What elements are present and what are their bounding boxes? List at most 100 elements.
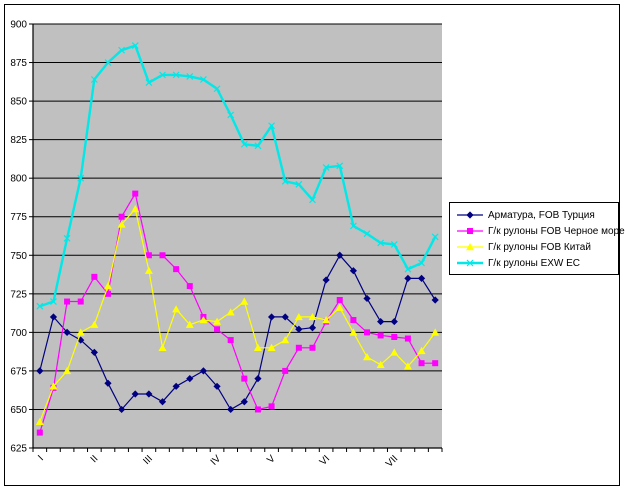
data-point-marker [90,320,99,328]
y-axis-label: 725 [10,289,27,300]
data-point-marker [254,142,262,150]
data-point-marker [77,336,85,344]
data-point-marker [363,294,371,303]
data-point-marker [240,297,249,305]
x-axis-label: VI [318,453,332,467]
data-point-marker [418,259,425,267]
data-point-marker [404,274,412,282]
data-point-marker [281,177,289,185]
data-point-marker [199,76,207,83]
data-point-marker [159,71,166,79]
x-axis-label: VII [384,453,400,469]
data-point-marker [417,274,426,282]
data-point-marker [403,362,412,370]
data-point-marker [103,282,112,290]
data-point-marker [240,140,248,148]
data-point-marker [295,180,303,188]
data-point-marker [466,243,474,251]
data-point-marker [49,382,58,390]
gridlines [33,23,442,410]
data-point-marker [77,174,85,182]
data-point-marker [267,343,276,351]
data-point-marker [241,375,248,382]
series-0-line [36,251,439,414]
data-point-marker [172,71,180,79]
legend-marker-triangle-icon [457,243,483,251]
data-point-marker [335,303,344,311]
data-point-marker [281,313,289,321]
x-axis-label: II [89,453,101,465]
x-axis-label: I [36,453,46,463]
data-point-marker [308,312,317,321]
data-point-marker [282,367,289,374]
data-point-marker [227,111,235,119]
y-axis-label: 750 [10,251,27,262]
data-point-marker [377,332,384,339]
data-point-marker [240,398,248,406]
data-point-marker [186,283,193,290]
data-point-marker [76,328,85,336]
data-point-marker [226,308,235,316]
data-point-marker [145,390,153,398]
x-axis-label: III [141,453,155,467]
legend-marker-diamond-icon [457,211,483,219]
data-point-marker [467,228,473,234]
data-point-marker [199,316,208,324]
data-point-marker [90,76,98,83]
data-point-marker [145,252,152,259]
data-point-marker [118,46,126,54]
data-point-marker [431,233,439,241]
x-axis-label: IV [209,453,224,468]
data-point-marker [77,298,84,305]
data-point-marker [159,252,166,259]
data-point-marker [131,42,139,50]
data-point-marker [309,344,316,351]
data-point-marker [185,320,194,328]
data-point-marker [295,325,303,333]
y-axis-label: 625 [10,444,27,455]
data-point-marker [322,276,330,284]
data-point-marker [64,298,71,305]
data-point-marker [432,360,439,367]
data-point-marker [350,317,357,324]
data-point-marker [144,266,153,274]
data-point-marker [145,79,153,87]
data-point-marker [63,366,72,375]
data-point-marker [50,298,57,305]
data-point-marker [49,313,58,321]
y-axis: 625 650 675 700 725 750 775 800 825 850 875 900 [10,20,33,455]
data-point-marker [186,375,194,383]
data-point-marker [227,337,234,344]
data-point-marker [118,405,126,414]
data-point-marker [213,382,221,390]
data-point-marker [349,267,357,275]
data-point-marker [104,379,112,387]
data-point-marker [104,59,112,66]
data-point-marker [281,336,290,344]
data-point-marker [214,326,221,333]
x-axis: I II III IV V VI VII [32,448,443,470]
data-point-marker [253,343,262,351]
data-point-marker [63,328,71,336]
data-point-marker [322,316,331,324]
data-point-marker [377,317,385,326]
y-axis-label: 825 [10,135,27,146]
data-point-marker [294,312,303,321]
data-point-marker [363,230,371,238]
data-point-marker [377,239,385,247]
data-point-marker [417,346,426,355]
data-point-marker [91,273,98,280]
data-point-marker [431,296,439,304]
data-point-marker [173,266,180,273]
data-point-marker [131,390,139,398]
legend-label: Г/к рулоны EXW ЕС [488,257,581,269]
data-point-marker [391,333,398,340]
data-point-marker [36,302,44,310]
data-point-marker [466,211,474,219]
data-point-marker [364,329,371,336]
data-point-marker [227,405,235,414]
legend-label: Г/к рулоны FOB Черное море [488,225,625,237]
legend-item: Г/к рулоны FOB Китай [450,239,618,255]
y-axis-label: 850 [10,97,27,108]
y-axis-label: 675 [10,366,27,377]
